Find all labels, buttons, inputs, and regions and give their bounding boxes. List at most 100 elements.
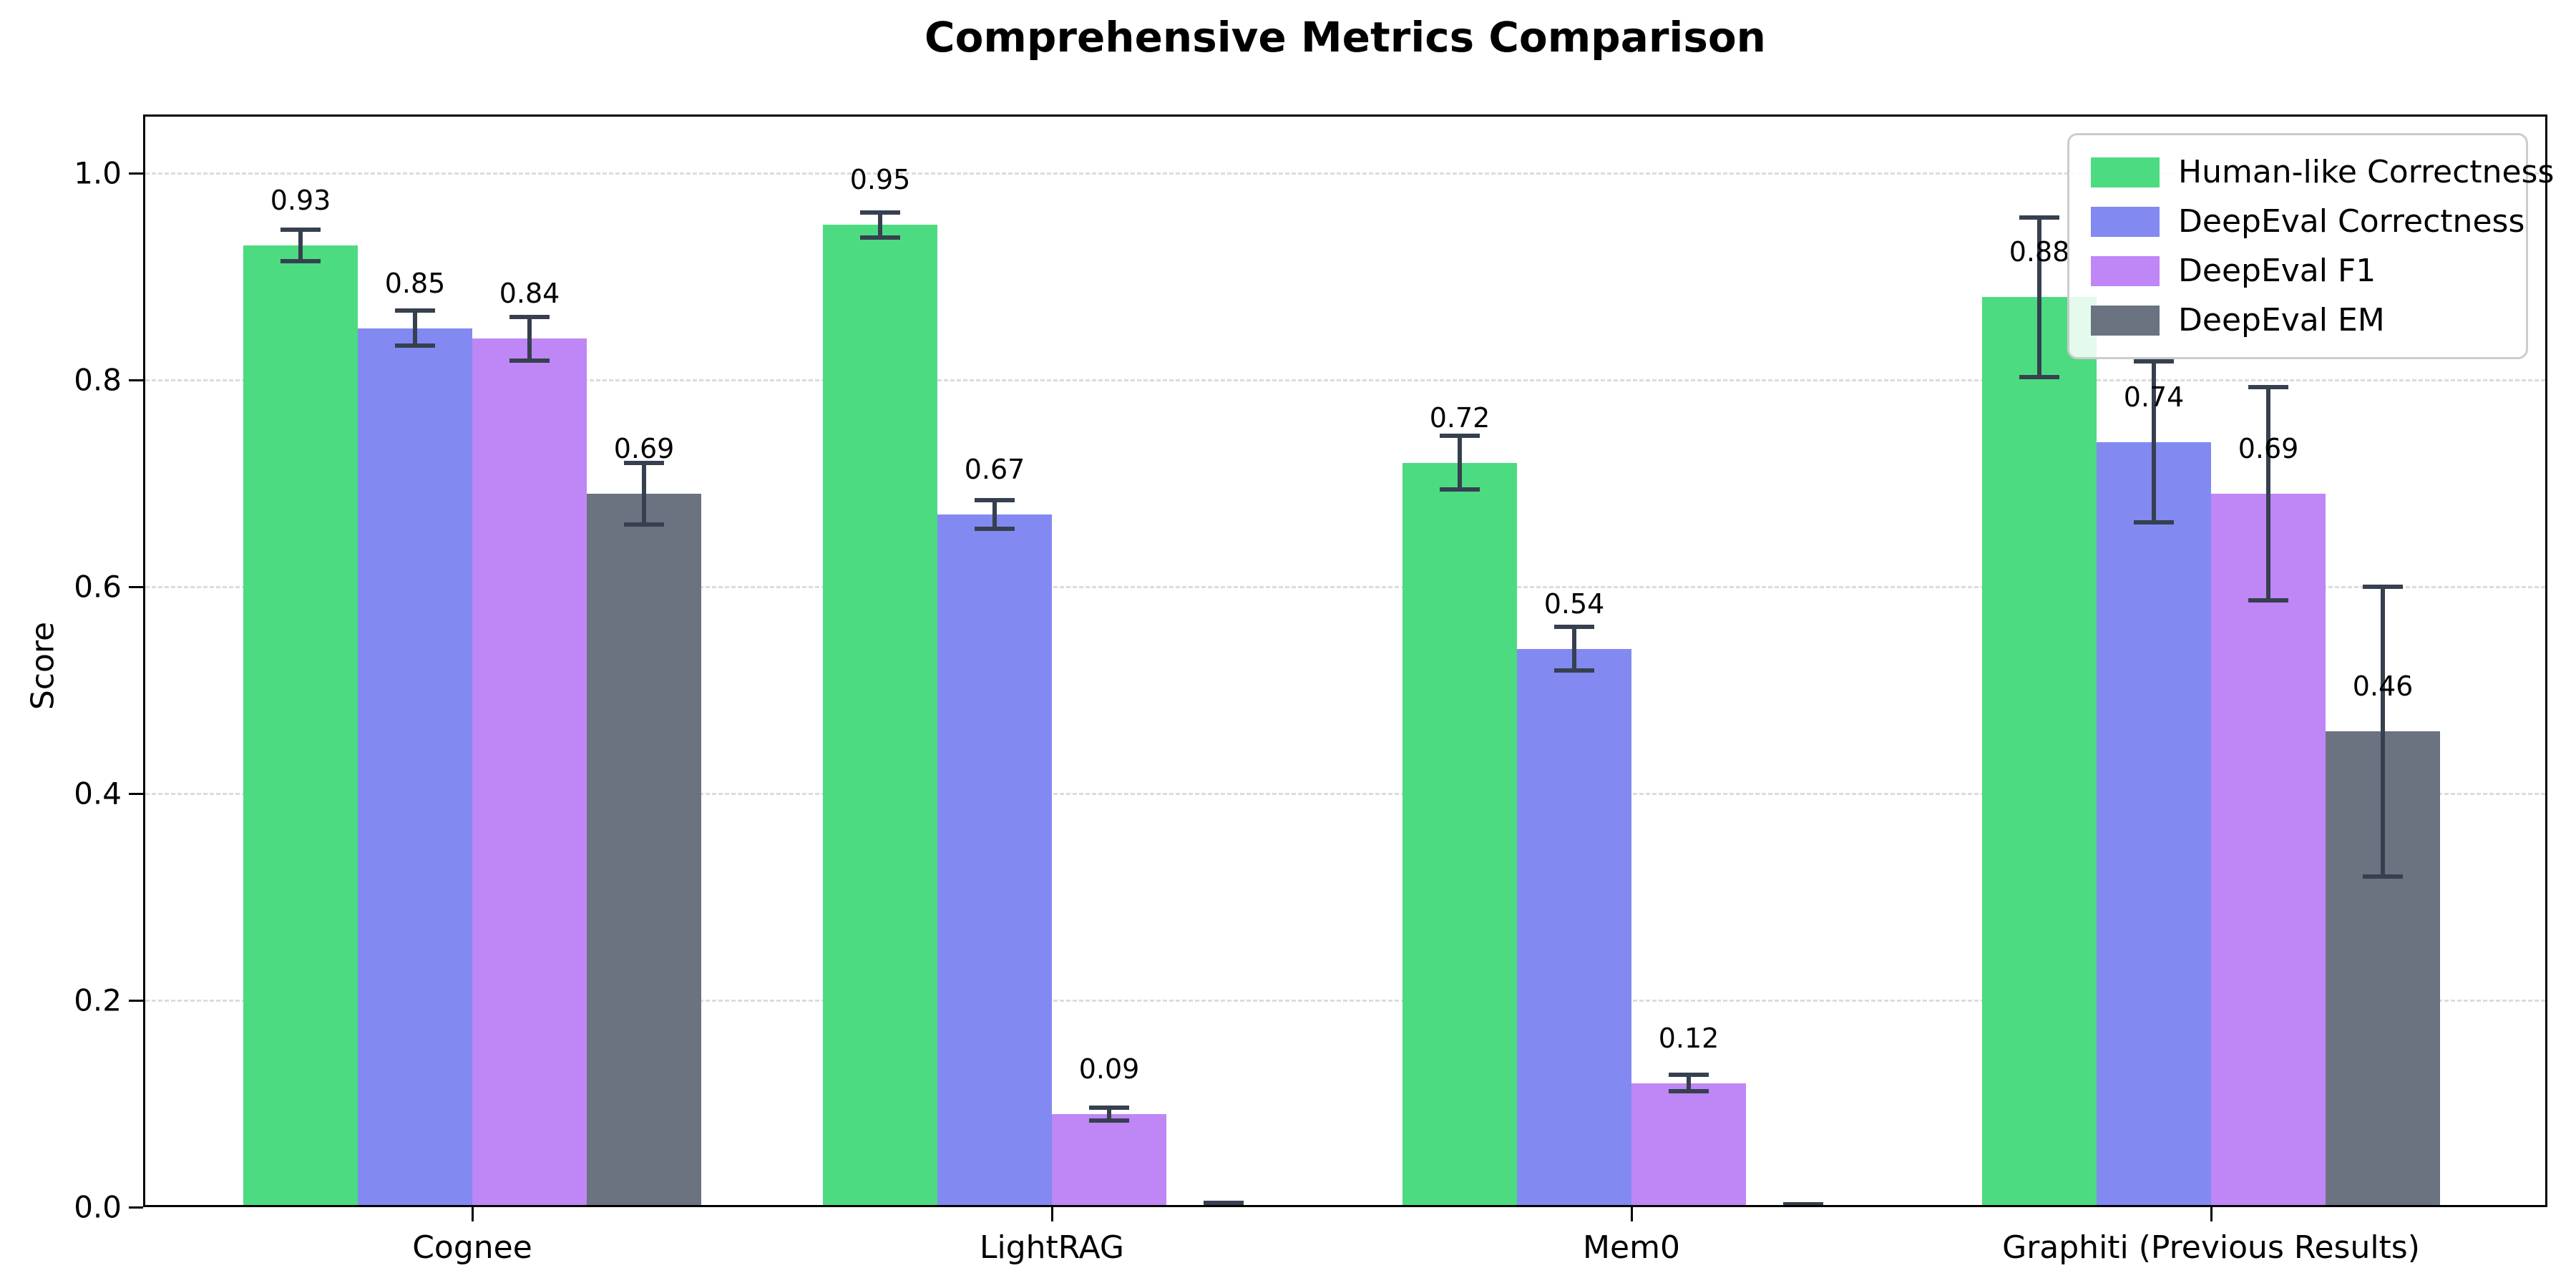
legend-label: DeepEval EM <box>2178 302 2385 338</box>
bar <box>823 225 937 1207</box>
x-tick-label: Cognee <box>412 1229 532 1266</box>
bar-value-label: 0.95 <box>849 164 911 196</box>
legend-label: DeepEval F1 <box>2178 253 2376 289</box>
chart-title: Comprehensive Metrics Comparison <box>924 13 1766 62</box>
error-bar-line <box>992 499 997 530</box>
bar-value-label: 0.72 <box>1429 401 1491 434</box>
error-bar-line <box>1572 627 1576 671</box>
legend: Human-like Correctness DeepEval Correctne… <box>2067 133 2554 359</box>
x-tick-label: Mem0 <box>1583 1229 1680 1266</box>
error-bar-cap-bottom <box>280 258 321 263</box>
error-bar-line <box>413 311 417 346</box>
error-bar-line <box>1458 436 1462 490</box>
error-bar-cap-bottom <box>509 358 550 363</box>
x-tick-mark <box>1050 1207 1053 1221</box>
bar <box>243 245 358 1207</box>
y-tick-label: 0.6 <box>74 569 122 605</box>
legend-label: Human-like Correctness <box>2178 154 2555 190</box>
error-bar-cap-bottom <box>1089 1118 1129 1123</box>
error-bar-cap-bottom <box>1440 487 1480 492</box>
error-bar-cap-top <box>1440 434 1480 439</box>
legend-label: DeepEval Correctness <box>2178 203 2525 240</box>
y-tick-label: 0.8 <box>74 362 122 398</box>
bar <box>2211 493 2326 1207</box>
error-bar-cap-top <box>975 497 1015 502</box>
bar-value-label: 0.93 <box>270 185 331 217</box>
y-tick-mark <box>129 792 143 795</box>
x-tick-label: LightRAG <box>979 1229 1125 1266</box>
error-bar-cap-top <box>2248 385 2288 390</box>
legend-item: DeepEval EM <box>2091 302 2504 338</box>
error-bar-cap-top <box>1089 1106 1129 1111</box>
bar-value-label: 0.69 <box>2238 432 2299 464</box>
error-bar-cap-top <box>509 314 550 319</box>
x-tick-mark <box>2210 1207 2212 1221</box>
y-tick-mark <box>129 585 143 588</box>
bar-value-label: 0.46 <box>2352 670 2414 703</box>
legend-item: DeepEval Correctness <box>2091 203 2524 240</box>
error-bar-cap-bottom <box>975 527 1015 532</box>
error-bar-cap-bottom <box>395 343 435 348</box>
legend-item: DeepEval F1 <box>2091 253 2504 289</box>
error-bar-cap-bottom <box>860 235 900 240</box>
x-tick-mark <box>1630 1207 1633 1221</box>
y-tick-mark <box>129 999 143 1002</box>
error-bar-cap-top <box>1554 625 1594 630</box>
y-tick-mark <box>129 1206 143 1209</box>
bar <box>1631 1083 1746 1207</box>
error-bar-line <box>527 316 532 361</box>
x-tick-label: Graphiti (Previous Results) <box>2002 1229 2420 1266</box>
y-tick-label: 0.4 <box>74 776 122 811</box>
error-bar-line <box>1687 1075 1691 1092</box>
bar-value-label: 0.69 <box>613 432 675 464</box>
error-bar-cap-top <box>1669 1073 1709 1078</box>
gridline <box>145 999 2545 1002</box>
error-bar-cap-top <box>2363 585 2403 589</box>
error-bar-line <box>2266 387 2270 600</box>
gridline <box>145 585 2545 588</box>
legend-swatch <box>2091 206 2160 237</box>
error-bar-cap-bottom <box>2134 520 2174 525</box>
legend-swatch <box>2091 255 2160 286</box>
error-bar-line <box>2152 361 2156 523</box>
gridline <box>145 379 2545 381</box>
error-bar-cap-top <box>2019 215 2059 220</box>
bar <box>472 338 587 1207</box>
bar-value-label: 0.74 <box>2123 381 2185 413</box>
error-bar-cap-top <box>2134 358 2174 364</box>
error-bar-cap-bottom <box>1669 1089 1709 1094</box>
bar-value-label: 0.88 <box>2009 236 2070 268</box>
error-bar-line <box>878 212 882 238</box>
error-bar-line <box>2037 218 2041 377</box>
error-bar-cap-top <box>860 210 900 215</box>
legend-swatch <box>2091 305 2160 336</box>
error-bar-cap-top <box>1783 1201 1823 1206</box>
error-bar-line <box>1107 1108 1111 1121</box>
error-bar-cap-top <box>1204 1201 1244 1206</box>
error-bar-line <box>2381 587 2385 877</box>
bar <box>1052 1113 1166 1207</box>
error-bar-line <box>642 462 646 525</box>
y-tick-label: 0.2 <box>74 982 122 1018</box>
legend-swatch <box>2091 157 2160 187</box>
error-bar-cap-bottom <box>624 522 664 527</box>
error-bar-cap-top <box>624 460 664 465</box>
y-tick-label: 0.0 <box>74 1189 122 1225</box>
bar <box>2097 441 2211 1207</box>
error-bar-cap-bottom <box>2019 374 2059 379</box>
error-bar-cap-bottom <box>2363 874 2403 879</box>
error-bar-cap-top <box>395 308 435 313</box>
gridline <box>145 172 2545 175</box>
bar-value-label: 0.12 <box>1658 1022 1719 1054</box>
y-axis-title: Score <box>24 621 62 711</box>
error-bar-cap-bottom <box>1554 668 1594 673</box>
bar <box>1982 297 2097 1207</box>
error-bar-line <box>298 230 303 261</box>
y-tick-mark <box>129 172 143 175</box>
bar <box>1402 462 1517 1207</box>
bar-value-label: 0.84 <box>499 278 560 310</box>
bar <box>587 493 701 1207</box>
bar-value-label: 0.67 <box>964 453 1025 485</box>
bar <box>358 328 472 1207</box>
